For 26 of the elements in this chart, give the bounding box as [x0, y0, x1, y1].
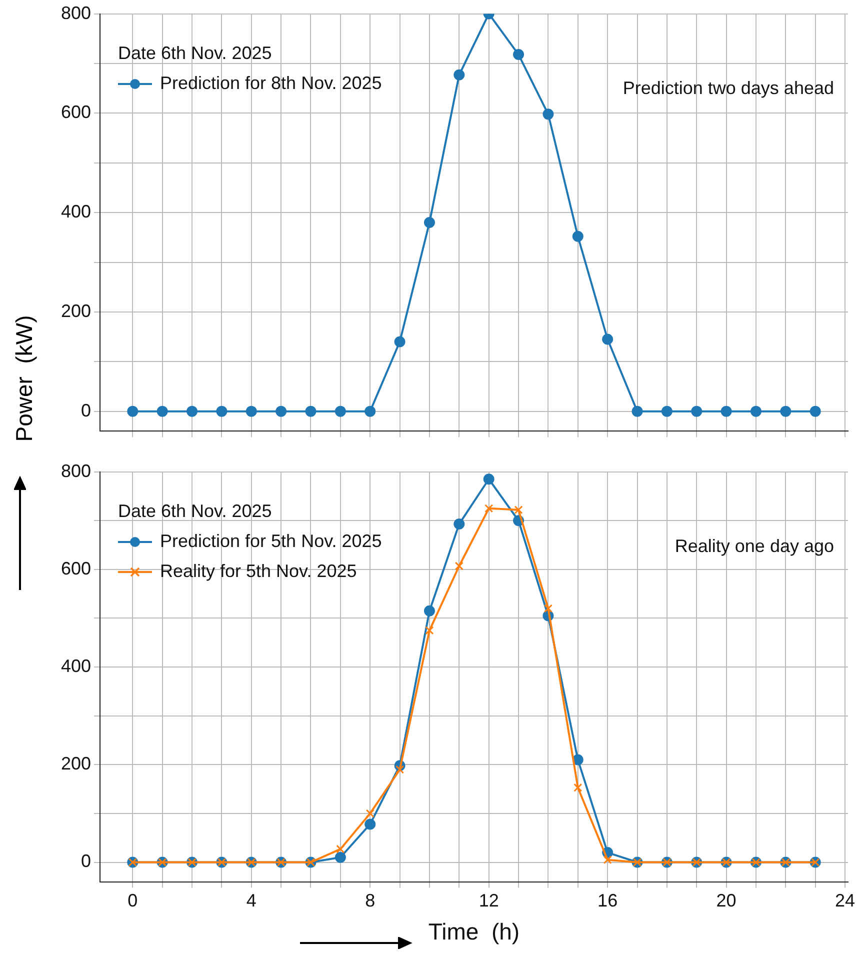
x-tick-label: 0 — [128, 890, 138, 911]
x-tick-label: 4 — [246, 890, 256, 911]
y-tick-label: 200 — [60, 300, 91, 321]
x-axis-title: Time (h) — [428, 918, 520, 945]
legend-label: Prediction for 8th Nov. 2025 — [160, 73, 382, 93]
legend-label: Prediction for 5th Nov. 2025 — [160, 531, 382, 551]
x-tick-label: 20 — [716, 890, 736, 911]
x-tick-label: 12 — [478, 890, 499, 911]
y-tick-label: 400 — [60, 202, 91, 222]
x-tick-label: 16 — [598, 890, 618, 911]
y-axis-title: Power (kW) — [10, 314, 38, 442]
annotation: Reality one day ago — [674, 536, 834, 556]
y-tick-label: 600 — [60, 558, 91, 578]
legend-title: Date 6th Nov. 2025 — [118, 500, 273, 523]
y-tick-label: 600 — [60, 102, 91, 122]
y-tick-label: 200 — [60, 754, 91, 774]
x-tick-label: 8 — [365, 890, 376, 911]
annotation: Prediction two days ahead — [622, 78, 834, 98]
legend-label: Reality for 5th Nov. 2025 — [160, 561, 357, 581]
y-tick-label: 400 — [60, 656, 91, 676]
y-tick-label: 0 — [80, 851, 91, 872]
y-tick-label: 800 — [60, 460, 91, 481]
legend-title: Date 6th Nov. 2025 — [118, 42, 273, 65]
y-tick-label: 0 — [80, 400, 91, 420]
x-tick-label: 24 — [835, 890, 856, 911]
y-tick-label: 800 — [60, 2, 91, 23]
